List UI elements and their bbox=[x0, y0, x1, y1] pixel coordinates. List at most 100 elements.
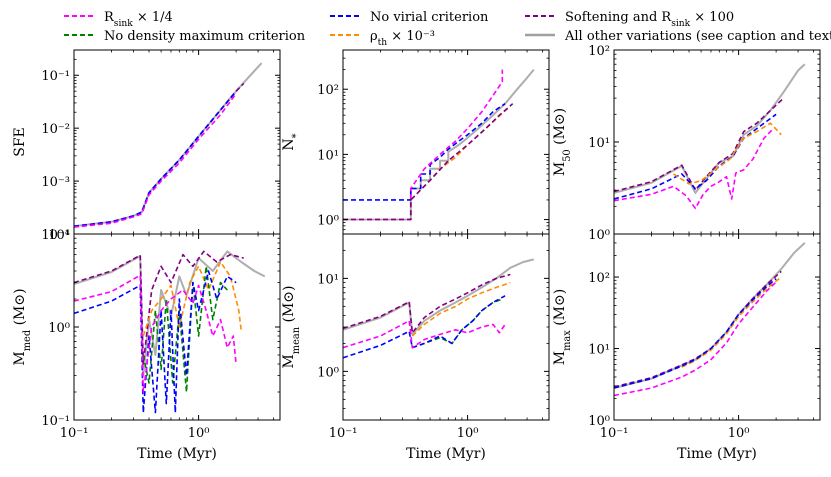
series-line bbox=[343, 103, 506, 201]
series-line bbox=[411, 281, 511, 337]
panel-nstar: 10⁰ 10¹ 10² N* bbox=[281, 49, 550, 235]
panel-sfe: 10⁻⁴ 10⁻³ 10⁻² 10⁻¹ SFE bbox=[12, 49, 281, 243]
axes-frame bbox=[73, 233, 281, 421]
legend-label-main: ρ bbox=[370, 29, 378, 44]
legend-label: Rsink × 1/4 bbox=[104, 10, 173, 29]
x-tick-label: 10⁰ bbox=[188, 426, 210, 441]
series-line bbox=[614, 128, 774, 210]
series-group bbox=[614, 63, 806, 210]
series-line bbox=[343, 295, 506, 359]
y-axis-label-main: SFE bbox=[12, 127, 28, 157]
x-tick-label: 10⁻¹ bbox=[60, 426, 89, 441]
series-line bbox=[614, 97, 785, 193]
y-tick-label: 10⁻¹ bbox=[41, 69, 70, 84]
y-tick-label: 10⁰ bbox=[317, 365, 339, 380]
series-line bbox=[74, 250, 244, 365]
legend-label-main: No density maximum criterion bbox=[104, 29, 306, 44]
x-tick-label: 10⁻¹ bbox=[329, 426, 358, 441]
series-group bbox=[343, 68, 535, 221]
series-line bbox=[614, 242, 806, 389]
y-tick-label: 10⁻² bbox=[41, 122, 70, 137]
legend-label: No virial criterion bbox=[370, 10, 489, 25]
minor-ticks bbox=[74, 234, 280, 420]
legend-entry: Rsink × 1/4 bbox=[64, 10, 173, 29]
axes-frame bbox=[342, 49, 550, 235]
y-axis-label-tail: (M⊙) bbox=[281, 285, 297, 326]
panel-mmed: 10⁻¹ 10⁰ 10⁻¹ 10⁰ 10¹ Mmed (M⊙) Time (Myr) bbox=[12, 228, 281, 462]
series-group bbox=[74, 250, 266, 414]
series-group bbox=[343, 258, 535, 359]
minor-ticks bbox=[614, 50, 820, 234]
series-line bbox=[343, 273, 511, 334]
x-tick-label: 10⁰ bbox=[728, 426, 750, 441]
y-axis-label-main: M bbox=[281, 354, 297, 368]
legend-entry: All other variations (see caption and te… bbox=[525, 29, 831, 44]
series-line bbox=[74, 62, 263, 228]
y-axis-label-tail: (M⊙) bbox=[552, 289, 568, 330]
legend-label-sub: th bbox=[378, 38, 388, 48]
minor-ticks bbox=[614, 234, 820, 420]
y-tick-label: 10⁻⁴ bbox=[41, 228, 70, 243]
legend-label: All other variations (see caption and te… bbox=[564, 29, 831, 44]
legend-entry: ρth × 10⁻³ bbox=[330, 29, 435, 48]
x-tick-label: 10⁻¹ bbox=[600, 426, 629, 441]
series-line bbox=[614, 113, 777, 200]
legend-label-sub: sink bbox=[114, 19, 133, 29]
series-line bbox=[74, 270, 237, 414]
y-tick-label: 10⁰ bbox=[588, 414, 610, 429]
series-group bbox=[74, 62, 263, 228]
panels: 10⁻⁴ 10⁻³ 10⁻² 10⁻¹ SFE 10⁰ 10¹ 10² N* 10⁰ 10¹ 10² M… bbox=[12, 44, 821, 462]
panel-mmean: 10⁻¹ 10⁰ 10⁰ 10¹ Mmean (M⊙) Time (Myr) bbox=[281, 233, 550, 462]
series-line bbox=[343, 258, 535, 336]
y-tick-label: 10¹ bbox=[588, 343, 610, 358]
y-tick-label: 10² bbox=[588, 44, 610, 59]
series-line bbox=[343, 69, 504, 221]
y-axis-label: Mmax (M⊙) bbox=[552, 289, 573, 365]
y-axis-label-sub: mean bbox=[291, 326, 302, 354]
y-tick-label: 10² bbox=[588, 271, 610, 286]
y-tick-label: 10⁻¹ bbox=[41, 414, 70, 429]
y-axis-label-sub: 50 bbox=[562, 149, 573, 161]
legend-label-tail: × 100 bbox=[690, 10, 734, 25]
axes-frame bbox=[613, 49, 821, 235]
x-axis-label: Time (Myr) bbox=[677, 446, 757, 462]
legend: Rsink × 1/4No density maximum criterionN… bbox=[64, 10, 831, 48]
legend-label-tail: × 1/4 bbox=[133, 10, 173, 25]
y-axis-label-main: N bbox=[281, 138, 297, 150]
axes-frame bbox=[342, 233, 550, 421]
legend-label-main: All other variations (see caption and te… bbox=[564, 29, 831, 44]
y-tick-label: 10¹ bbox=[588, 136, 610, 151]
minor-ticks bbox=[343, 234, 549, 421]
legend-label-main: Softening and R bbox=[565, 10, 672, 25]
y-tick-label: 10⁰ bbox=[588, 228, 610, 243]
y-tick-label: 10⁻³ bbox=[41, 175, 70, 190]
y-tick-label: 10¹ bbox=[317, 148, 339, 163]
series-line bbox=[74, 90, 237, 228]
series-line bbox=[74, 93, 237, 228]
y-axis-label-main: M bbox=[552, 351, 568, 365]
legend-entry: Softening and Rsink × 100 bbox=[525, 10, 734, 29]
legend-label-main: R bbox=[104, 10, 115, 25]
x-axis-label: Time (Myr) bbox=[137, 446, 217, 462]
minor-ticks bbox=[343, 50, 549, 235]
series-line bbox=[343, 68, 535, 221]
legend-entry: No density maximum criterion bbox=[64, 29, 306, 44]
legend-label-sub: sink bbox=[671, 19, 690, 29]
series-line bbox=[614, 277, 777, 389]
series-line bbox=[681, 276, 782, 368]
y-axis-label-main: M bbox=[552, 162, 568, 176]
legend-label: No density maximum criterion bbox=[104, 29, 306, 44]
x-axis-label: Time (Myr) bbox=[406, 446, 486, 462]
y-tick-label: 10² bbox=[317, 83, 339, 98]
legend-label-tail: × 10⁻³ bbox=[387, 29, 435, 44]
legend-label: ρth × 10⁻³ bbox=[370, 29, 435, 48]
y-tick-label: 10⁰ bbox=[48, 321, 70, 336]
series-line bbox=[343, 103, 514, 221]
series-line bbox=[142, 265, 228, 393]
legend-label: Softening and Rsink × 100 bbox=[565, 10, 734, 29]
series-line bbox=[74, 82, 245, 228]
y-axis-label-sub: * bbox=[291, 133, 302, 138]
y-tick-label: 10⁰ bbox=[317, 214, 339, 229]
